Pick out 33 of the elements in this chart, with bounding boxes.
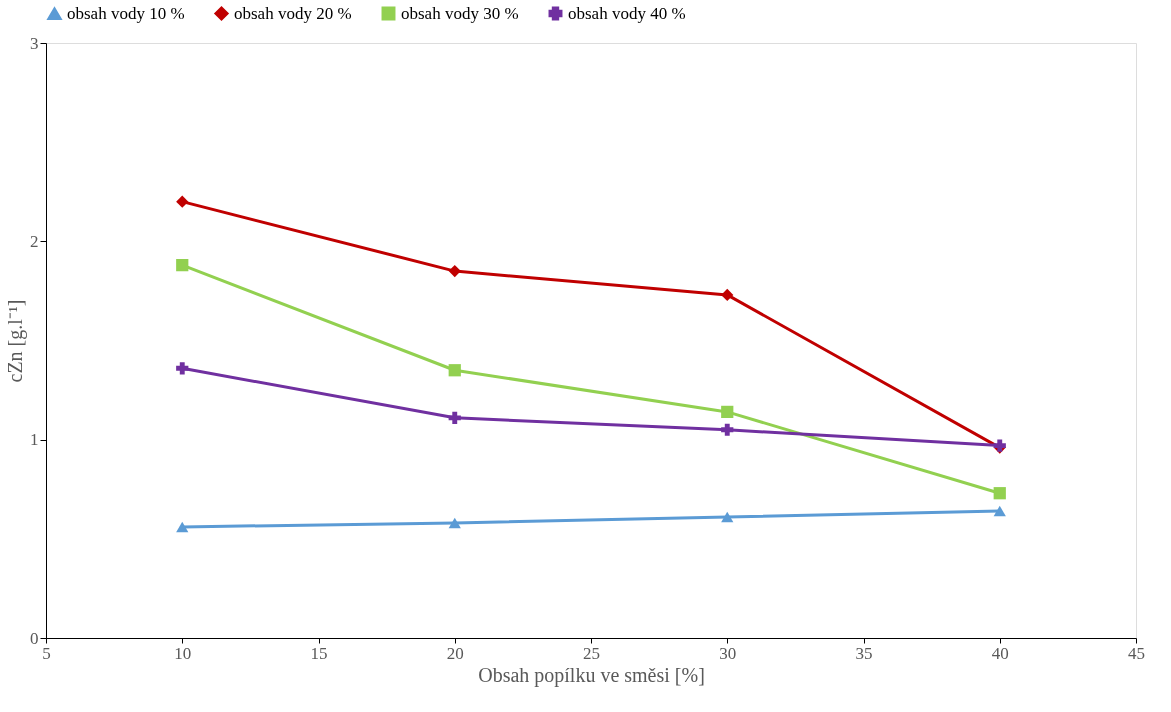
point — [176, 259, 189, 272]
y-tick-label: 2 — [30, 231, 39, 251]
x-tick-label: 15 — [310, 643, 328, 663]
legend-label: obsah vody 30 % — [401, 3, 519, 23]
point — [448, 411, 461, 424]
y-axis-title: cZn [g.l⁻¹] — [4, 299, 27, 383]
point — [721, 288, 734, 302]
point — [993, 505, 1006, 517]
legend-label: obsah vody 20 % — [234, 3, 352, 23]
x-tick-label: 40 — [991, 643, 1009, 663]
point — [721, 423, 734, 436]
point — [448, 364, 461, 377]
x-axis-title: Obsah popílku ve směsi [%] — [478, 663, 705, 687]
point — [448, 264, 461, 278]
point — [721, 511, 734, 523]
point — [448, 517, 461, 529]
y-tick-label: 1 — [30, 430, 39, 450]
x-tick-label: 10 — [174, 643, 192, 663]
x-tick-label: 35 — [855, 643, 873, 663]
x-tick-label: 5 — [42, 643, 51, 663]
point — [176, 362, 189, 375]
x-tick-label: 45 — [1128, 643, 1145, 663]
y-tick-label: 3 — [30, 33, 39, 53]
point — [176, 521, 189, 533]
x-tick-label: 30 — [719, 643, 737, 663]
point — [176, 195, 189, 208]
x-tick-label: 20 — [446, 643, 464, 663]
x-tick-label: 25 — [583, 643, 600, 663]
y-tick-label: 0 — [30, 628, 39, 648]
point — [993, 487, 1006, 500]
legend-label: obsah vody 40 % — [568, 3, 686, 23]
point — [721, 405, 734, 419]
legend-label: obsah vody 10 % — [67, 3, 185, 23]
